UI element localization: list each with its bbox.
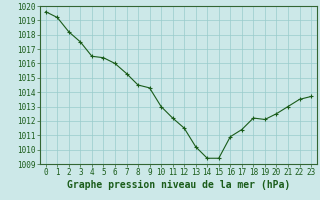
X-axis label: Graphe pression niveau de la mer (hPa): Graphe pression niveau de la mer (hPa) — [67, 180, 290, 190]
